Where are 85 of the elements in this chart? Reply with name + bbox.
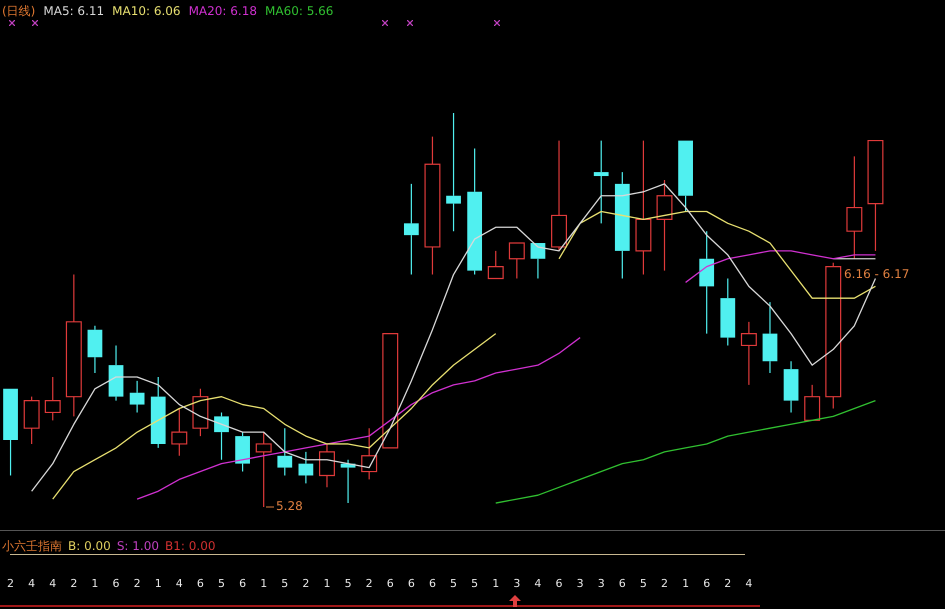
annotation: 6.16 - 6.17 bbox=[844, 267, 910, 282]
data-label: 6 bbox=[703, 577, 710, 590]
candlestick bbox=[720, 278, 736, 346]
candlestick bbox=[171, 408, 188, 456]
candlestick bbox=[867, 140, 884, 252]
candlestick bbox=[424, 136, 440, 276]
candlestick bbox=[108, 344, 124, 402]
candlestick bbox=[508, 242, 525, 280]
candlestick bbox=[150, 376, 166, 448]
candlestick bbox=[825, 262, 842, 410]
data-label: 6 bbox=[386, 577, 394, 590]
candlestick bbox=[762, 302, 778, 374]
candlestick bbox=[784, 360, 798, 414]
data-label: 6 bbox=[196, 577, 204, 590]
data-label: 1 bbox=[323, 577, 330, 590]
data-label: 3 bbox=[598, 577, 605, 590]
data-label: 4 bbox=[49, 577, 56, 590]
annotation: 5.28 bbox=[276, 499, 303, 514]
data-label: 2 bbox=[366, 577, 373, 590]
candlestick bbox=[66, 274, 82, 417]
candlestick bbox=[235, 432, 250, 472]
candlestick bbox=[298, 451, 314, 484]
candlestick bbox=[44, 376, 61, 421]
text: B1: 0.00 bbox=[165, 539, 216, 553]
candlestick bbox=[678, 140, 693, 212]
data-label: 2 bbox=[302, 577, 310, 590]
data-label: 1 bbox=[682, 577, 690, 590]
data-label: 4 bbox=[176, 577, 183, 590]
candlestick bbox=[846, 156, 862, 260]
candlestick bbox=[804, 384, 820, 421]
data-label: 1 bbox=[260, 577, 268, 590]
candlestick bbox=[530, 243, 546, 280]
text: 小六壬指南 bbox=[2, 539, 62, 553]
text: MA60: 5.66 bbox=[265, 4, 334, 18]
data-label: 1 bbox=[91, 577, 98, 590]
candlestick bbox=[446, 112, 461, 232]
data-label: 6 bbox=[556, 577, 563, 590]
candlestick bbox=[192, 388, 208, 437]
candlestick bbox=[614, 172, 630, 280]
data-label: 6 bbox=[428, 577, 436, 590]
data-label: 5 bbox=[450, 577, 458, 590]
candlestick bbox=[656, 179, 672, 272]
candlestick bbox=[24, 396, 40, 445]
data-label: 1 bbox=[154, 577, 162, 590]
candlestick bbox=[635, 140, 652, 276]
text: MA5: 6.11 bbox=[43, 4, 104, 18]
data-label: 5 bbox=[640, 577, 647, 590]
candlestick bbox=[551, 140, 568, 252]
candlestick bbox=[214, 412, 229, 460]
data-label: 4 bbox=[534, 577, 542, 590]
data-label: 2 bbox=[661, 577, 668, 590]
chart-title: (日线) bbox=[2, 4, 36, 18]
data-label: 5 bbox=[218, 577, 225, 590]
candlestick bbox=[594, 140, 609, 224]
data-label: 4 bbox=[28, 577, 36, 590]
data-label: 2 bbox=[724, 577, 732, 590]
data-label: 5 bbox=[281, 577, 288, 590]
candlestick bbox=[277, 428, 292, 476]
text: B: 0.00 bbox=[68, 539, 111, 553]
text: MA20: 6.18 bbox=[188, 4, 257, 18]
text: MA10: 6.06 bbox=[112, 4, 181, 18]
candlestick bbox=[3, 388, 18, 476]
data-label: 6 bbox=[618, 577, 626, 590]
data-label: 2 bbox=[7, 577, 14, 590]
candlestick bbox=[699, 230, 714, 334]
data-label: 6 bbox=[239, 577, 246, 590]
data-label: 6 bbox=[112, 577, 120, 590]
data-label: 6 bbox=[408, 577, 415, 590]
data-label: 3 bbox=[576, 577, 584, 590]
text: S: 1.00 bbox=[116, 539, 160, 553]
candlestick bbox=[318, 443, 335, 488]
candlestick bbox=[467, 148, 482, 276]
candlestick bbox=[740, 321, 757, 386]
candlestick bbox=[488, 250, 504, 280]
data-label: 5 bbox=[344, 577, 352, 590]
data-label: 2 bbox=[70, 577, 78, 590]
data-label: 1 bbox=[492, 577, 500, 590]
candlestick bbox=[404, 183, 419, 276]
candlestick bbox=[361, 428, 378, 480]
candlestick bbox=[88, 325, 102, 374]
data-label: 3 bbox=[513, 577, 520, 590]
candlestick bbox=[130, 380, 145, 414]
data-label: 5 bbox=[471, 577, 478, 590]
data-label: 4 bbox=[745, 577, 752, 590]
data-label: 2 bbox=[134, 577, 141, 590]
